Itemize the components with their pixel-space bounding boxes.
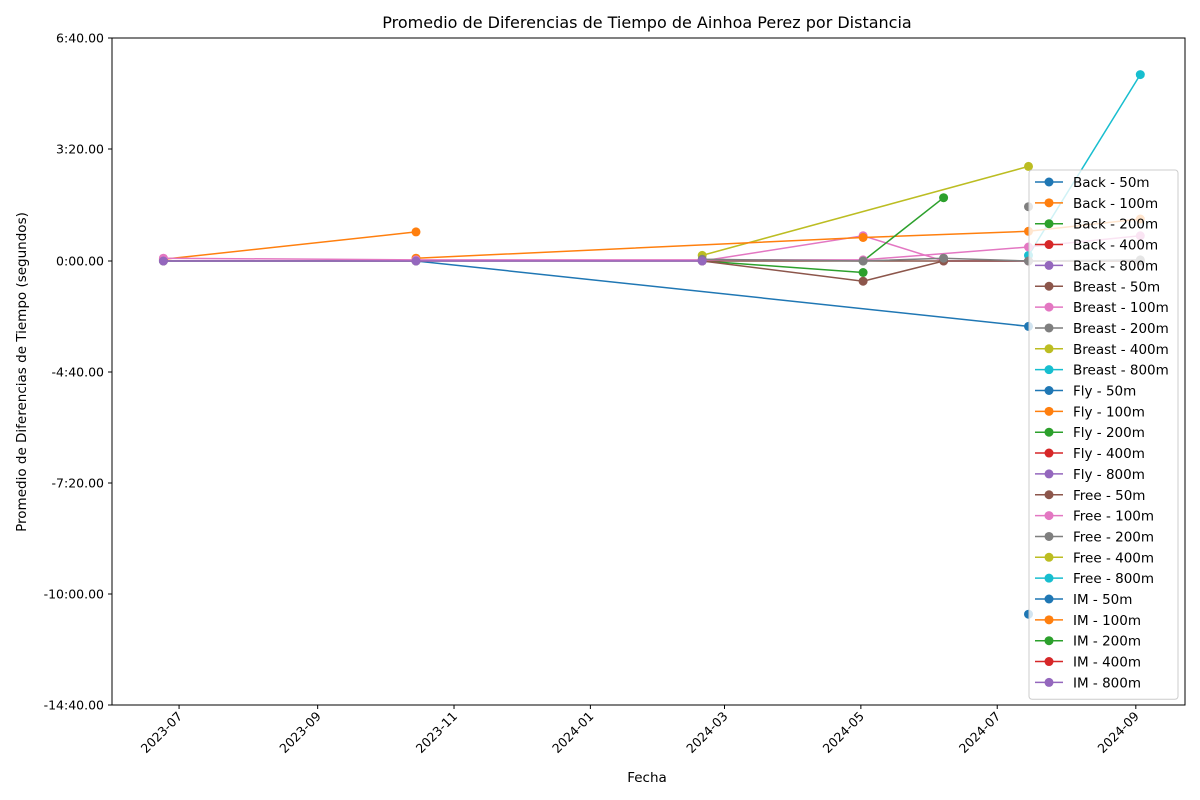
x-tick-label: 2023-09 [276, 708, 324, 756]
y-tick-label: 6:40.00 [56, 31, 104, 46]
legend-marker [1044, 573, 1054, 583]
legend-marker [1044, 531, 1054, 541]
y-tick-label: -4:40.00 [52, 365, 105, 380]
legend-marker [1044, 490, 1054, 500]
legend-label: Breast - 800m [1073, 363, 1169, 379]
legend-marker [1044, 344, 1054, 354]
legend-marker [1044, 406, 1054, 416]
data-point-12-1 [939, 193, 949, 203]
data-point-24-0 [158, 256, 168, 266]
legend-label: Fly - 50m [1073, 384, 1136, 400]
y-tick-label: 0:00.00 [56, 254, 104, 269]
legend-marker [1044, 323, 1054, 333]
data-point-17-1 [858, 256, 868, 266]
x-tick-label: 2024-05 [819, 709, 867, 757]
legend-marker [1044, 511, 1054, 521]
plot-frame [111, 37, 1186, 706]
legend-marker [1044, 552, 1054, 562]
x-tick-label: 2024-09 [1094, 708, 1142, 756]
x-tick-label: 2023-07 [138, 709, 186, 757]
legend-marker [1044, 302, 1054, 312]
legend-label: IM - 400m [1073, 655, 1141, 671]
legend-marker [1044, 386, 1054, 395]
data-point-2-1 [858, 268, 868, 277]
legend-marker [1044, 615, 1054, 625]
y-axis: -14:40.00 -10:00.00 -7:20.00 -4:40.00 0:00.0… [44, 31, 112, 713]
x-tick-label: 2024-01 [549, 709, 597, 757]
legend-label: IM - 800m [1073, 675, 1141, 691]
legend-label: IM - 50m [1073, 592, 1132, 608]
legend-box [1028, 169, 1179, 700]
series-line-0 [163, 260, 1029, 328]
legend-label: Back - 50m [1073, 175, 1150, 191]
legend-label: Fly - 200m [1073, 425, 1145, 441]
series-line-8 [702, 165, 1029, 257]
legend-marker [1044, 448, 1054, 458]
legend-label: Free - 50m [1073, 488, 1145, 504]
legend-marker [1044, 469, 1054, 479]
legend-marker [1044, 260, 1054, 270]
series-line-12 [862, 197, 945, 262]
legend-label: IM - 200m [1073, 634, 1141, 650]
y-tick-label: -14:40.00 [44, 698, 104, 713]
legend-label: Fly - 400m [1073, 446, 1145, 462]
legend-marker [1044, 427, 1054, 437]
x-axis-title: Fecha [627, 770, 667, 786]
legend-marker [1044, 177, 1054, 187]
chart-title: Promedio de Diferencias de Tiempo de Ain… [382, 13, 911, 32]
y-tick-label: 3:20.00 [56, 142, 104, 157]
legend: Back - 50m Back - 100m Back - 200m Back - 4… [1028, 169, 1179, 700]
data-point-11-1 [858, 233, 868, 242]
x-tick-label: 2024-07 [956, 709, 1004, 757]
legend-marker [1044, 636, 1054, 646]
legend-label: Back - 100m [1073, 196, 1158, 212]
series-line-1 [163, 231, 417, 261]
legend-label: Breast - 50m [1073, 279, 1160, 295]
legend-marker [1044, 365, 1054, 375]
data-point-8-1 [1024, 161, 1033, 171]
data-point-9-1 [1135, 70, 1145, 80]
y-tick-label: -7:20.00 [52, 476, 105, 491]
y-axis-title: Promedio de Diferencias de Tiempo (segun… [14, 212, 30, 532]
y-tick-label: -10:00.00 [44, 587, 104, 602]
data-point-1-1 [411, 227, 421, 237]
legend-label: Back - 400m [1073, 238, 1158, 254]
data-point-5-1 [858, 276, 868, 286]
legend-marker [1044, 657, 1054, 667]
legend-label: Fly - 100m [1073, 404, 1145, 420]
legend-label: Free - 400m [1073, 550, 1154, 566]
plot-area [111, 37, 1186, 706]
data-point-24-1 [411, 256, 421, 266]
legend-label: Breast - 100m [1073, 300, 1169, 316]
x-axis: 2023-07 2023-09 2023-11 2024-01 2024-03 2024-… [138, 705, 1142, 756]
legend-marker [1044, 677, 1054, 687]
legend-marker [1044, 240, 1054, 250]
legend-marker [1044, 198, 1054, 208]
legend-label: Free - 200m [1073, 529, 1154, 545]
legend-marker [1044, 594, 1054, 604]
series-line-2 [702, 260, 864, 274]
legend-label: IM - 100m [1073, 613, 1141, 629]
data-point-24-2 [697, 256, 707, 266]
legend-label: Free - 800m [1073, 571, 1154, 587]
legend-label: Breast - 200m [1073, 321, 1169, 337]
legend-label: Back - 200m [1073, 217, 1158, 233]
x-tick-label: 2024-03 [683, 709, 731, 757]
x-tick-label: 2023-11 [413, 709, 461, 757]
legend-marker [1044, 281, 1054, 291]
legend-label: Breast - 400m [1073, 342, 1169, 358]
legend-label: Fly - 800m [1073, 467, 1145, 483]
legend-marker [1044, 219, 1054, 229]
legend-label: Free - 100m [1073, 509, 1154, 525]
data-point-17-2 [939, 253, 949, 263]
legend-label: Back - 800m [1073, 258, 1158, 274]
